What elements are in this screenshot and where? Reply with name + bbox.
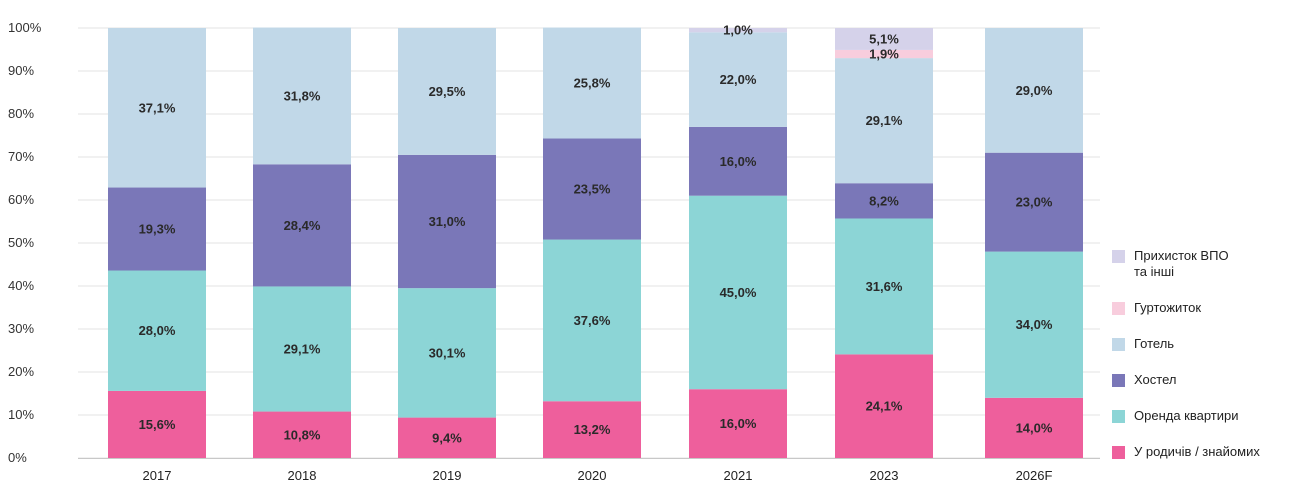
data-label: 29,1% (284, 341, 321, 356)
legend-item: У родичів / знайомих (1112, 444, 1292, 460)
bar-segment (689, 389, 787, 458)
data-label: 23,0% (1016, 195, 1053, 210)
data-label: 31,0% (429, 214, 466, 229)
y-tick-label: 60% (8, 192, 34, 207)
y-tick-label: 20% (8, 364, 34, 379)
bar-segment (985, 28, 1083, 153)
bar-segment (543, 401, 641, 458)
data-label: 37,6% (574, 313, 611, 328)
bar-segment (543, 138, 641, 240)
bar-segment (543, 239, 641, 402)
data-label: 22,0% (720, 72, 757, 87)
legend-item: Хостел (1112, 372, 1292, 388)
legend-label: Оренда квартири (1134, 408, 1239, 423)
bar-segment (985, 251, 1083, 398)
bar-segment (398, 288, 496, 418)
y-tick-label: 100% (8, 20, 42, 35)
legend-label: Хостел (1134, 372, 1177, 387)
data-label: 37,1% (139, 100, 176, 115)
y-tick-label: 10% (8, 407, 34, 422)
bar-segment (398, 154, 496, 289)
legend-item: Оренда квартири (1112, 408, 1292, 424)
data-label: 5,1% (869, 31, 899, 46)
y-tick-label: 50% (8, 235, 34, 250)
bar-segment (835, 183, 933, 219)
legend-swatch (1112, 302, 1125, 315)
data-label: 14,0% (1016, 420, 1053, 435)
bar-segment (398, 28, 496, 155)
data-label: 31,8% (284, 88, 321, 103)
x-tick-label: 2018 (288, 468, 317, 483)
x-tick-label: 2026F (1016, 468, 1053, 483)
data-label: 19,3% (139, 222, 176, 237)
bar-segment (689, 126, 787, 196)
data-label: 34,0% (1016, 317, 1053, 332)
bar-segment (835, 28, 933, 50)
bar-segment (108, 187, 206, 271)
bar-segment (835, 49, 933, 59)
bar-segment (689, 28, 787, 33)
bar-segment (985, 152, 1083, 252)
bar-segment (108, 28, 206, 188)
y-tick-label: 30% (8, 321, 34, 336)
legend-label: Прихисток ВПО та інші (1134, 248, 1229, 279)
data-label: 13,2% (574, 422, 611, 437)
legend-swatch (1112, 446, 1125, 459)
bar-segment (689, 32, 787, 127)
data-label: 29,1% (866, 113, 903, 128)
bar-segment (835, 58, 933, 184)
data-label: 28,4% (284, 218, 321, 233)
legend-swatch (1112, 410, 1125, 423)
bar-segment (835, 218, 933, 355)
y-tick-label: 70% (8, 149, 34, 164)
bar-segment (985, 397, 1083, 458)
bar-segment (543, 27, 641, 139)
data-label: 23,5% (574, 182, 611, 197)
bar-segment (689, 195, 787, 390)
data-label: 15,6% (139, 417, 176, 432)
bar-segment (108, 390, 206, 458)
legend-label: Гуртожиток (1134, 300, 1202, 315)
data-label: 24,1% (866, 399, 903, 414)
x-tick-label: 2021 (724, 468, 753, 483)
x-tick-label: 2023 (870, 468, 899, 483)
bar-segment (253, 164, 351, 287)
bar-segment (253, 286, 351, 412)
legend-label: У родичів / знайомих (1134, 444, 1260, 459)
x-tick-label: 2017 (143, 468, 172, 483)
legend-swatch (1112, 338, 1125, 351)
legend-swatch (1112, 250, 1125, 263)
data-label: 25,8% (574, 76, 611, 91)
y-tick-label: 40% (8, 278, 34, 293)
bar-segment (253, 27, 351, 165)
legend-item: Прихисток ВПО та інші (1112, 248, 1292, 280)
data-label: 45,0% (720, 285, 757, 300)
data-label: 9,4% (432, 430, 462, 445)
legend-label: Готель (1134, 336, 1175, 351)
data-label: 16,0% (720, 416, 757, 431)
y-tick-label: 80% (8, 106, 34, 121)
data-label: 30,1% (429, 345, 466, 360)
bar-segment (253, 411, 351, 458)
bar-segment (835, 354, 933, 458)
data-label: 1,9% (869, 47, 899, 62)
x-tick-label: 2020 (578, 468, 607, 483)
data-label: 28,0% (139, 323, 176, 338)
legend-item: Гуртожиток (1112, 300, 1292, 316)
y-tick-label: 0% (8, 450, 27, 465)
legend-item: Готель (1112, 336, 1292, 352)
y-tick-label: 90% (8, 63, 34, 78)
data-label: 31,6% (866, 279, 903, 294)
data-label: 16,0% (720, 154, 757, 169)
data-label: 8,2% (869, 193, 899, 208)
data-label: 29,0% (1016, 83, 1053, 98)
data-label: 29,5% (429, 84, 466, 99)
data-label: 1,0% (723, 23, 753, 38)
bar-segment (108, 270, 206, 391)
x-tick-label: 2019 (433, 468, 462, 483)
bar-segment (398, 417, 496, 458)
legend-swatch (1112, 374, 1125, 387)
data-label: 10,8% (284, 427, 321, 442)
